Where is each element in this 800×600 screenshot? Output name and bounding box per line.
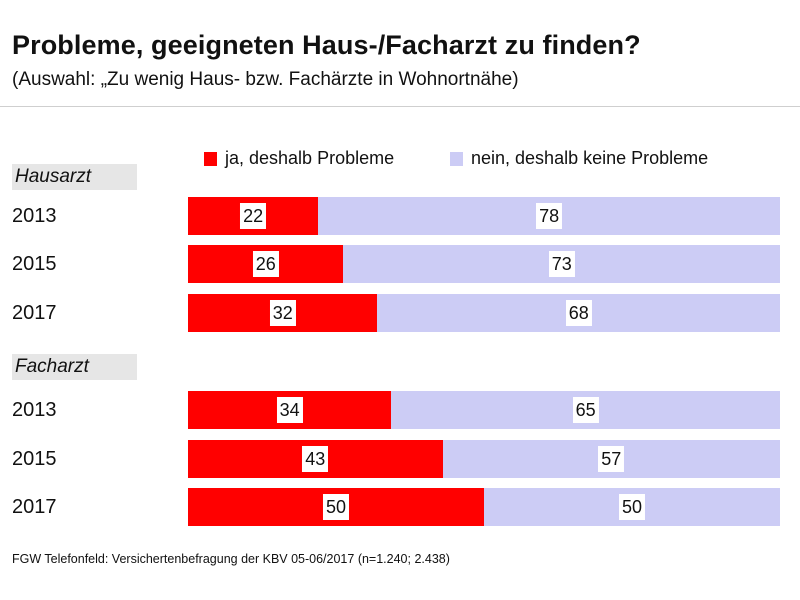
value-label-ja: 22: [240, 203, 267, 229]
value-label-nein: 50: [618, 494, 646, 520]
section-header-hausarzt: Hausarzt: [12, 164, 137, 190]
value-label-ja: 50: [322, 494, 350, 520]
legend-swatch-ja: [204, 151, 217, 166]
row-label: 2015: [12, 252, 57, 275]
row-label: 2013: [12, 204, 57, 227]
value-label-nein: 78: [536, 203, 563, 229]
value-label-nein: 73: [548, 251, 575, 277]
value-label-nein: 68: [565, 300, 592, 326]
legend-item-ja: ja, deshalb Probleme: [204, 148, 394, 169]
row-label: 2015: [12, 447, 57, 470]
legend-label-ja: ja, deshalb Probleme: [225, 148, 395, 168]
source-note: FGW Telefonfeld: Versichertenbefragung d…: [12, 552, 450, 566]
chart-subtitle: (Auswahl: „Zu wenig Haus- bzw. Fachärzte…: [12, 69, 519, 90]
value-label-nein: 65: [572, 397, 599, 423]
legend-item-nein: nein, deshalb keine Probleme: [450, 148, 708, 169]
legend-label-nein: nein, deshalb keine Probleme: [471, 148, 709, 168]
row-label: 2017: [12, 301, 57, 324]
value-label-nein: 57: [598, 446, 625, 472]
legend: ja, deshalb Probleme nein, deshalb keine…: [0, 148, 800, 168]
row-label: 2017: [12, 495, 57, 518]
value-label-ja: 34: [276, 397, 303, 423]
value-label-ja: 43: [302, 446, 329, 472]
divider: [0, 106, 800, 107]
legend-swatch-nein: [450, 151, 463, 166]
chart-title: Probleme, geeigneten Haus-/Facharzt zu f…: [12, 30, 641, 60]
value-label-ja: 26: [252, 251, 279, 277]
row-label: 2013: [12, 398, 57, 421]
value-label-ja: 32: [269, 300, 296, 326]
section-header-facharzt: Facharzt: [12, 354, 137, 380]
